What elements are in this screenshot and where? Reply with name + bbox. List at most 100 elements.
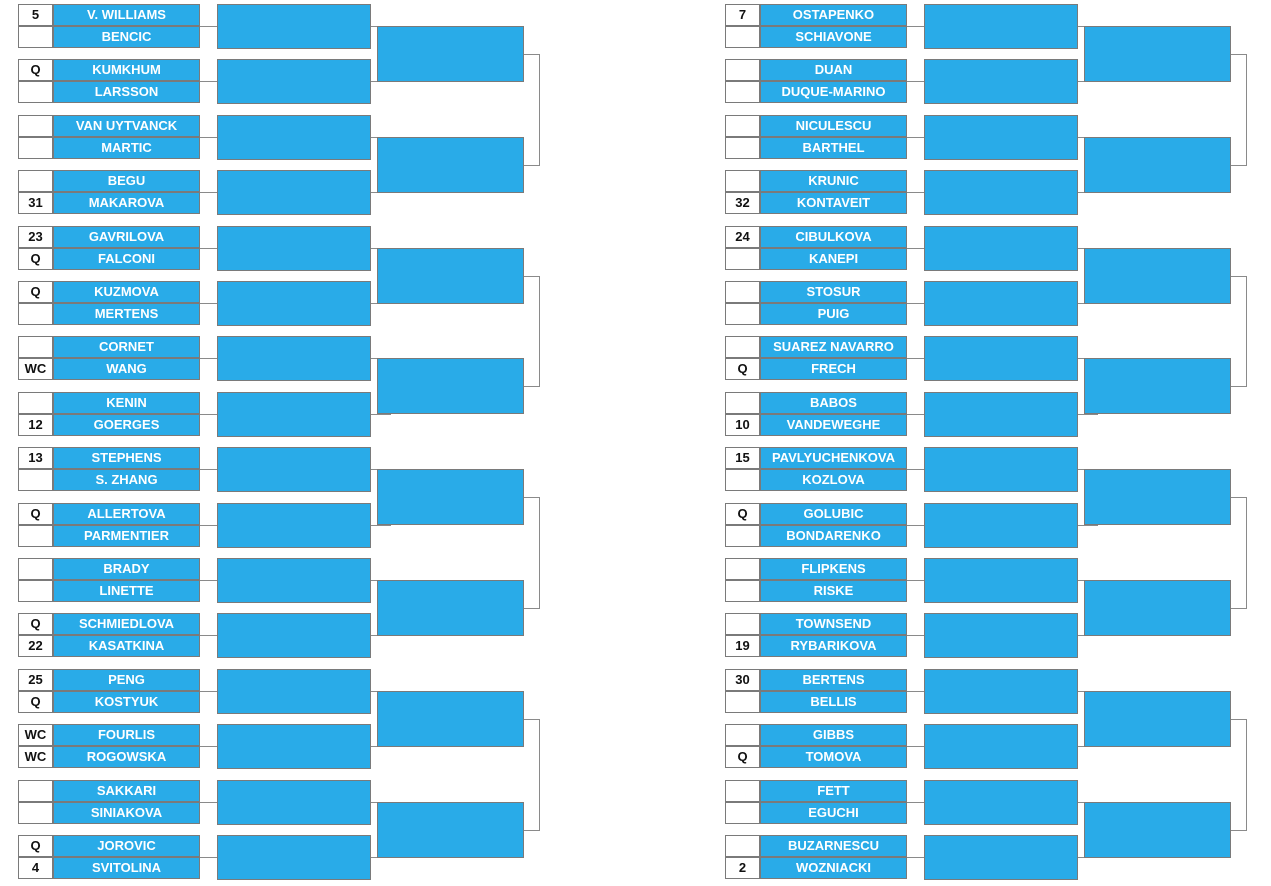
round2-slot[interactable] [924,835,1078,880]
player-name[interactable]: VANDEWEGHE [760,414,907,436]
player-name[interactable]: BRADY [53,558,200,580]
round2-slot[interactable] [217,613,371,658]
round2-slot[interactable] [217,558,371,603]
player-name[interactable]: TOMOVA [760,746,907,768]
player-name[interactable]: DUQUE-MARINO [760,81,907,103]
player-name[interactable]: ALLERTOVA [53,503,200,525]
player-name[interactable]: MAKAROVA [53,192,200,214]
player-name[interactable]: ROGOWSKA [53,746,200,768]
round3-slot[interactable] [1084,248,1231,304]
player-name[interactable]: FOURLIS [53,724,200,746]
round3-slot[interactable] [377,358,524,414]
player-name[interactable]: FALCONI [53,248,200,270]
round2-slot[interactable] [924,558,1078,603]
round2-slot[interactable] [924,170,1078,215]
player-name[interactable]: BONDARENKO [760,525,907,547]
round3-slot[interactable] [377,580,524,636]
round2-slot[interactable] [924,336,1078,381]
player-name[interactable]: RISKE [760,580,907,602]
round2-slot[interactable] [924,503,1078,548]
player-name[interactable]: CORNET [53,336,200,358]
player-name[interactable]: KONTAVEIT [760,192,907,214]
player-name[interactable]: FRECH [760,358,907,380]
player-name[interactable]: CIBULKOVA [760,226,907,248]
round2-slot[interactable] [217,115,371,160]
player-name[interactable]: SCHMIEDLOVA [53,613,200,635]
player-name[interactable]: STEPHENS [53,447,200,469]
player-name[interactable]: GAVRILOVA [53,226,200,248]
player-name[interactable]: KENIN [53,392,200,414]
player-name[interactable]: KANEPI [760,248,907,270]
player-name[interactable]: GIBBS [760,724,907,746]
player-name[interactable]: MARTIC [53,137,200,159]
player-name[interactable]: SINIAKOVA [53,802,200,824]
player-name[interactable]: JOROVIC [53,835,200,857]
player-name[interactable]: KRUNIC [760,170,907,192]
player-name[interactable]: FLIPKENS [760,558,907,580]
round2-slot[interactable] [217,170,371,215]
player-name[interactable]: PAVLYUCHENKOVA [760,447,907,469]
round2-slot[interactable] [924,115,1078,160]
player-name[interactable]: KUZMOVA [53,281,200,303]
player-name[interactable]: BELLIS [760,691,907,713]
round2-slot[interactable] [924,4,1078,49]
player-name[interactable]: NICULESCU [760,115,907,137]
player-name[interactable]: OSTAPENKO [760,4,907,26]
round3-slot[interactable] [1084,580,1231,636]
round3-slot[interactable] [377,802,524,858]
player-name[interactable]: BENCIC [53,26,200,48]
round3-slot[interactable] [1084,802,1231,858]
player-name[interactable]: BEGU [53,170,200,192]
round2-slot[interactable] [217,835,371,880]
round2-slot[interactable] [924,392,1078,437]
round2-slot[interactable] [924,669,1078,714]
player-name[interactable]: RYBARIKOVA [760,635,907,657]
round2-slot[interactable] [217,281,371,326]
round2-slot[interactable] [924,281,1078,326]
round3-slot[interactable] [1084,691,1231,747]
round2-slot[interactable] [217,724,371,769]
round2-slot[interactable] [217,447,371,492]
player-name[interactable]: V. WILLIAMS [53,4,200,26]
round3-slot[interactable] [377,691,524,747]
player-name[interactable]: WOZNIACKI [760,857,907,879]
player-name[interactable]: LINETTE [53,580,200,602]
round3-slot[interactable] [1084,469,1231,525]
round3-slot[interactable] [377,469,524,525]
player-name[interactable]: LARSSON [53,81,200,103]
player-name[interactable]: TOWNSEND [760,613,907,635]
round3-slot[interactable] [1084,26,1231,82]
round2-slot[interactable] [217,4,371,49]
round2-slot[interactable] [217,392,371,437]
round3-slot[interactable] [377,26,524,82]
player-name[interactable]: GOLUBIC [760,503,907,525]
player-name[interactable]: GOERGES [53,414,200,436]
player-name[interactable]: PARMENTIER [53,525,200,547]
player-name[interactable]: VAN UYTVANCK [53,115,200,137]
round3-slot[interactable] [377,248,524,304]
player-name[interactable]: DUAN [760,59,907,81]
player-name[interactable]: BUZARNESCU [760,835,907,857]
player-name[interactable]: SUAREZ NAVARRO [760,336,907,358]
player-name[interactable]: PUIG [760,303,907,325]
round2-slot[interactable] [217,503,371,548]
player-name[interactable]: S. ZHANG [53,469,200,491]
round2-slot[interactable] [924,613,1078,658]
player-name[interactable]: KOSTYUK [53,691,200,713]
player-name[interactable]: WANG [53,358,200,380]
player-name[interactable]: MERTENS [53,303,200,325]
round2-slot[interactable] [924,780,1078,825]
player-name[interactable]: KASATKINA [53,635,200,657]
player-name[interactable]: BERTENS [760,669,907,691]
round3-slot[interactable] [1084,358,1231,414]
player-name[interactable]: BABOS [760,392,907,414]
player-name[interactable]: SAKKARI [53,780,200,802]
round2-slot[interactable] [217,59,371,104]
player-name[interactable]: FETT [760,780,907,802]
player-name[interactable]: BARTHEL [760,137,907,159]
player-name[interactable]: STOSUR [760,281,907,303]
round2-slot[interactable] [217,336,371,381]
round2-slot[interactable] [924,447,1078,492]
round2-slot[interactable] [217,669,371,714]
round3-slot[interactable] [377,137,524,193]
